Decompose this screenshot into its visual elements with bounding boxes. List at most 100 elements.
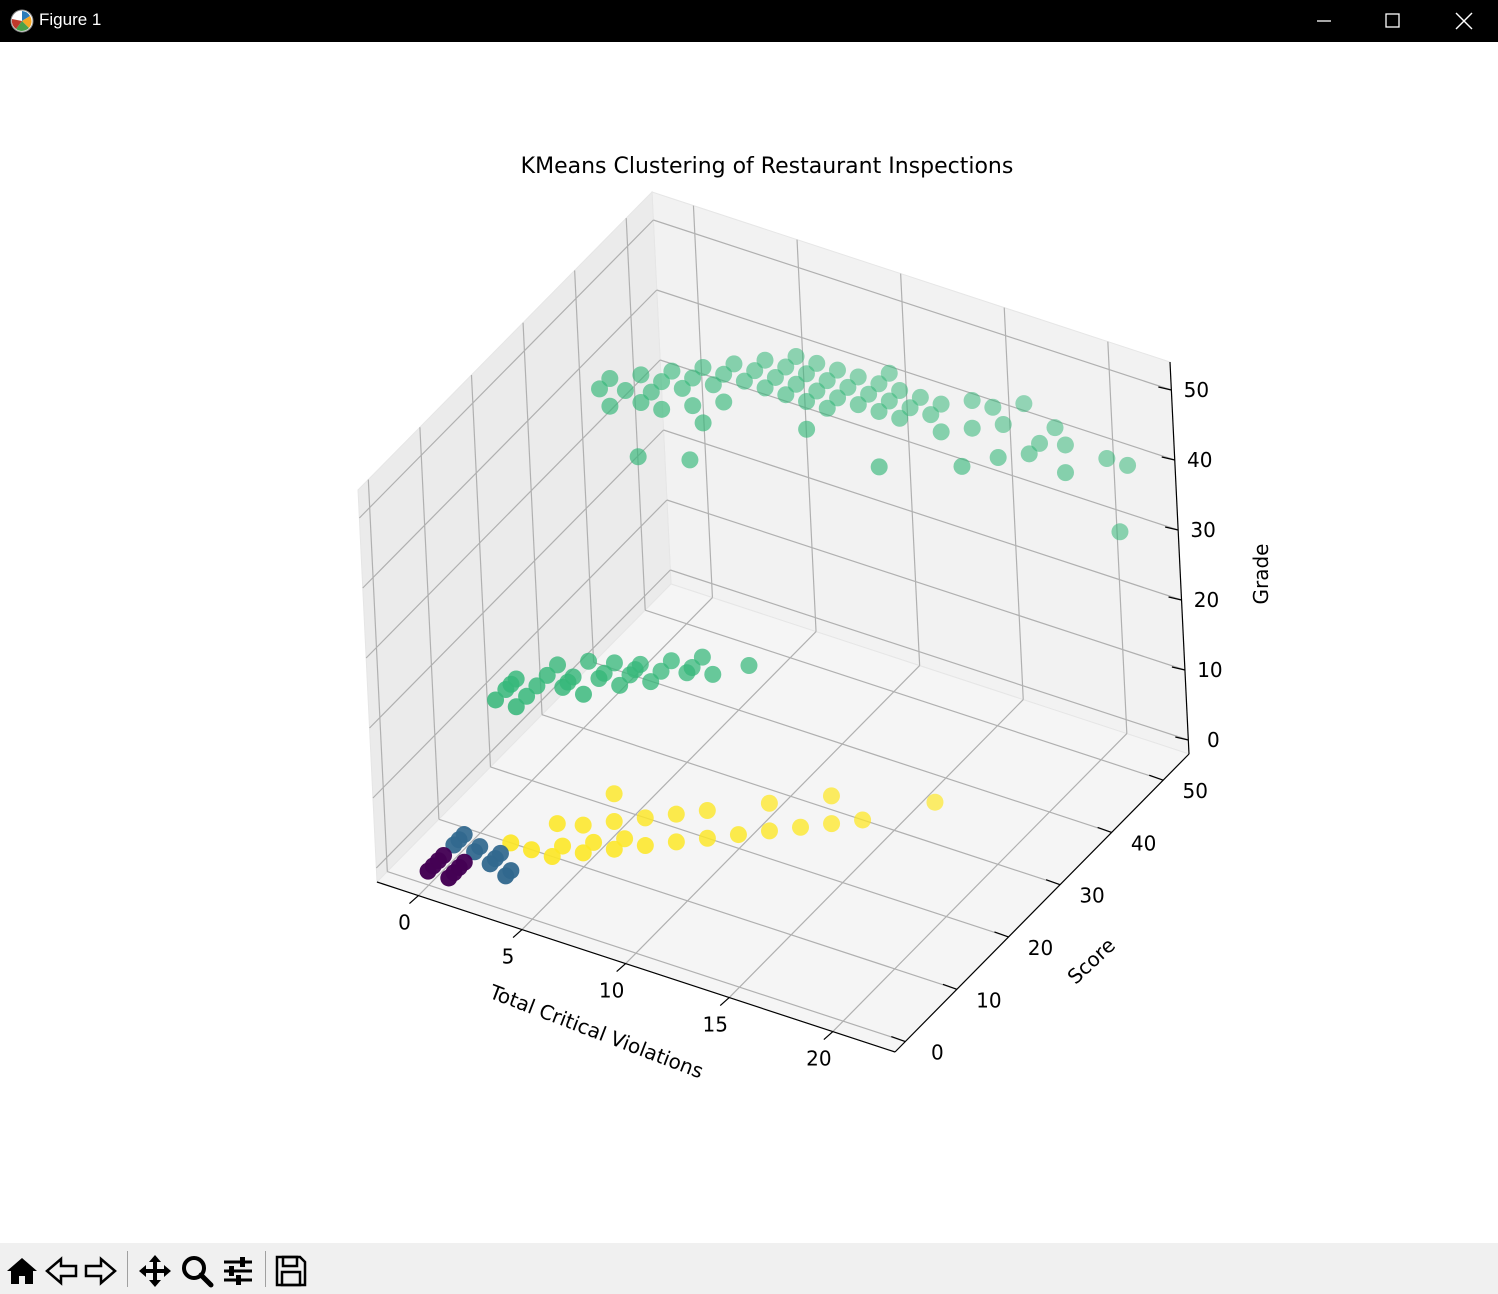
data-point-cluster-1 bbox=[466, 843, 484, 861]
data-point-cluster-3 bbox=[523, 841, 541, 859]
x-grid-line bbox=[1003, 307, 1024, 700]
data-point-cluster-2 bbox=[963, 391, 981, 409]
close-button[interactable] bbox=[1430, 0, 1498, 42]
z-tick-label: 40 bbox=[1187, 448, 1212, 472]
close-icon bbox=[1455, 12, 1473, 30]
data-point-cluster-2 bbox=[911, 388, 929, 406]
zoom-button[interactable] bbox=[179, 1253, 215, 1289]
save-button[interactable] bbox=[273, 1253, 309, 1289]
y-tick-label: 40 bbox=[1131, 831, 1156, 855]
y-tick-label: 30 bbox=[1079, 884, 1104, 908]
data-point-cluster-2 bbox=[870, 402, 888, 420]
y-grid-line bbox=[367, 479, 388, 872]
data-point-cluster-2 bbox=[787, 348, 805, 366]
sliders-icon bbox=[224, 1257, 252, 1285]
data-point-cluster-2 bbox=[642, 383, 660, 401]
y-tick-label: 10 bbox=[976, 988, 1001, 1012]
home-button[interactable] bbox=[4, 1253, 40, 1289]
data-point-cluster-2 bbox=[704, 376, 722, 394]
z-axis-line bbox=[1169, 361, 1190, 755]
pan-button[interactable] bbox=[137, 1253, 173, 1289]
data-points bbox=[419, 348, 1137, 887]
z-tick bbox=[1175, 736, 1189, 741]
data-point-cluster-2 bbox=[932, 395, 950, 413]
data-point-cluster-2 bbox=[860, 385, 878, 403]
x-tick bbox=[719, 997, 730, 1007]
data-point-cluster-2 bbox=[808, 382, 826, 400]
z-tick-label: 10 bbox=[1197, 658, 1222, 682]
data-point-cluster-2 bbox=[507, 698, 525, 716]
minimize-button[interactable] bbox=[1290, 0, 1358, 42]
maximize-button[interactable] bbox=[1359, 0, 1427, 42]
y-tick-label: 50 bbox=[1182, 779, 1207, 803]
z-grid-line bbox=[670, 569, 1189, 741]
data-point-cluster-3 bbox=[729, 826, 747, 844]
data-point-cluster-3 bbox=[636, 809, 654, 827]
z-tick-label: 50 bbox=[1184, 378, 1209, 402]
data-point-cluster-2 bbox=[870, 375, 888, 393]
x-tick-label: 15 bbox=[703, 1013, 728, 1037]
data-point-cluster-2 bbox=[673, 379, 691, 397]
forward-button[interactable] bbox=[82, 1253, 118, 1289]
axis-panes bbox=[357, 190, 1190, 1053]
data-point-cluster-0 bbox=[419, 862, 437, 880]
data-point-cluster-2 bbox=[746, 362, 764, 380]
y-grid-line bbox=[490, 766, 1009, 938]
data-point-cluster-2 bbox=[777, 386, 795, 404]
data-point-cluster-2 bbox=[580, 652, 598, 670]
data-point-cluster-3 bbox=[667, 805, 685, 823]
y-tick bbox=[891, 1035, 906, 1043]
data-point-cluster-2 bbox=[725, 355, 743, 373]
data-point-cluster-2 bbox=[777, 358, 795, 376]
data-point-cluster-2 bbox=[1098, 450, 1116, 468]
x-grid-line bbox=[625, 665, 921, 965]
data-point-cluster-2 bbox=[574, 685, 592, 703]
configure-subplots-button[interactable] bbox=[220, 1253, 256, 1289]
scatter-3d-plot[interactable]: KMeans Clustering of Restaurant Inspecti… bbox=[0, 42, 1498, 1243]
data-point-cluster-2 bbox=[629, 448, 647, 466]
x-tick bbox=[409, 895, 419, 905]
y-tick bbox=[1045, 879, 1061, 886]
floppy-disk-icon bbox=[275, 1255, 307, 1287]
data-point-cluster-0 bbox=[440, 869, 458, 887]
data-point-cluster-2 bbox=[798, 393, 816, 411]
data-point-cluster-2 bbox=[611, 676, 629, 694]
data-point-cluster-2 bbox=[756, 379, 774, 397]
data-point-cluster-2 bbox=[715, 393, 733, 411]
data-point-cluster-2 bbox=[953, 457, 971, 475]
x-grid-line bbox=[900, 273, 921, 666]
z-axis-label: Grade bbox=[1249, 544, 1273, 605]
data-point-cluster-2 bbox=[694, 414, 712, 432]
z-grid-line bbox=[653, 219, 1172, 391]
toolbar-separator bbox=[265, 1251, 266, 1287]
figure-canvas[interactable]: KMeans Clustering of Restaurant Inspecti… bbox=[0, 42, 1498, 1243]
data-point-cluster-2 bbox=[798, 420, 816, 438]
maximize-icon bbox=[1385, 13, 1400, 28]
y-grid-line bbox=[522, 322, 543, 715]
z-tick-label: 0 bbox=[1207, 728, 1220, 752]
z-tick bbox=[1158, 386, 1172, 391]
x-axis-label: Total Critical Violations bbox=[485, 979, 706, 1083]
move-icon bbox=[139, 1255, 171, 1287]
data-point-cluster-2 bbox=[715, 365, 733, 383]
x-tick-label: 5 bbox=[502, 945, 515, 969]
y-tick bbox=[942, 983, 958, 990]
data-point-cluster-2 bbox=[591, 380, 609, 398]
data-point-cluster-2 bbox=[880, 392, 898, 410]
z-grid-line bbox=[362, 289, 658, 589]
data-point-cluster-3 bbox=[574, 844, 592, 862]
navigation-toolbar bbox=[0, 1243, 1498, 1294]
data-point-cluster-2 bbox=[994, 416, 1012, 434]
back-button[interactable] bbox=[44, 1253, 80, 1289]
data-point-cluster-3 bbox=[926, 793, 944, 811]
y-tick bbox=[1097, 826, 1112, 833]
minimize-icon bbox=[1317, 20, 1331, 22]
data-point-cluster-2 bbox=[497, 680, 515, 698]
arrow-right-icon bbox=[84, 1256, 117, 1286]
toolbar-separator bbox=[127, 1251, 128, 1287]
data-point-cluster-2 bbox=[818, 399, 836, 417]
matplotlib-app-icon bbox=[10, 9, 34, 33]
data-point-cluster-3 bbox=[698, 829, 716, 847]
data-point-cluster-2 bbox=[829, 389, 847, 407]
data-point-cluster-2 bbox=[1015, 395, 1033, 413]
